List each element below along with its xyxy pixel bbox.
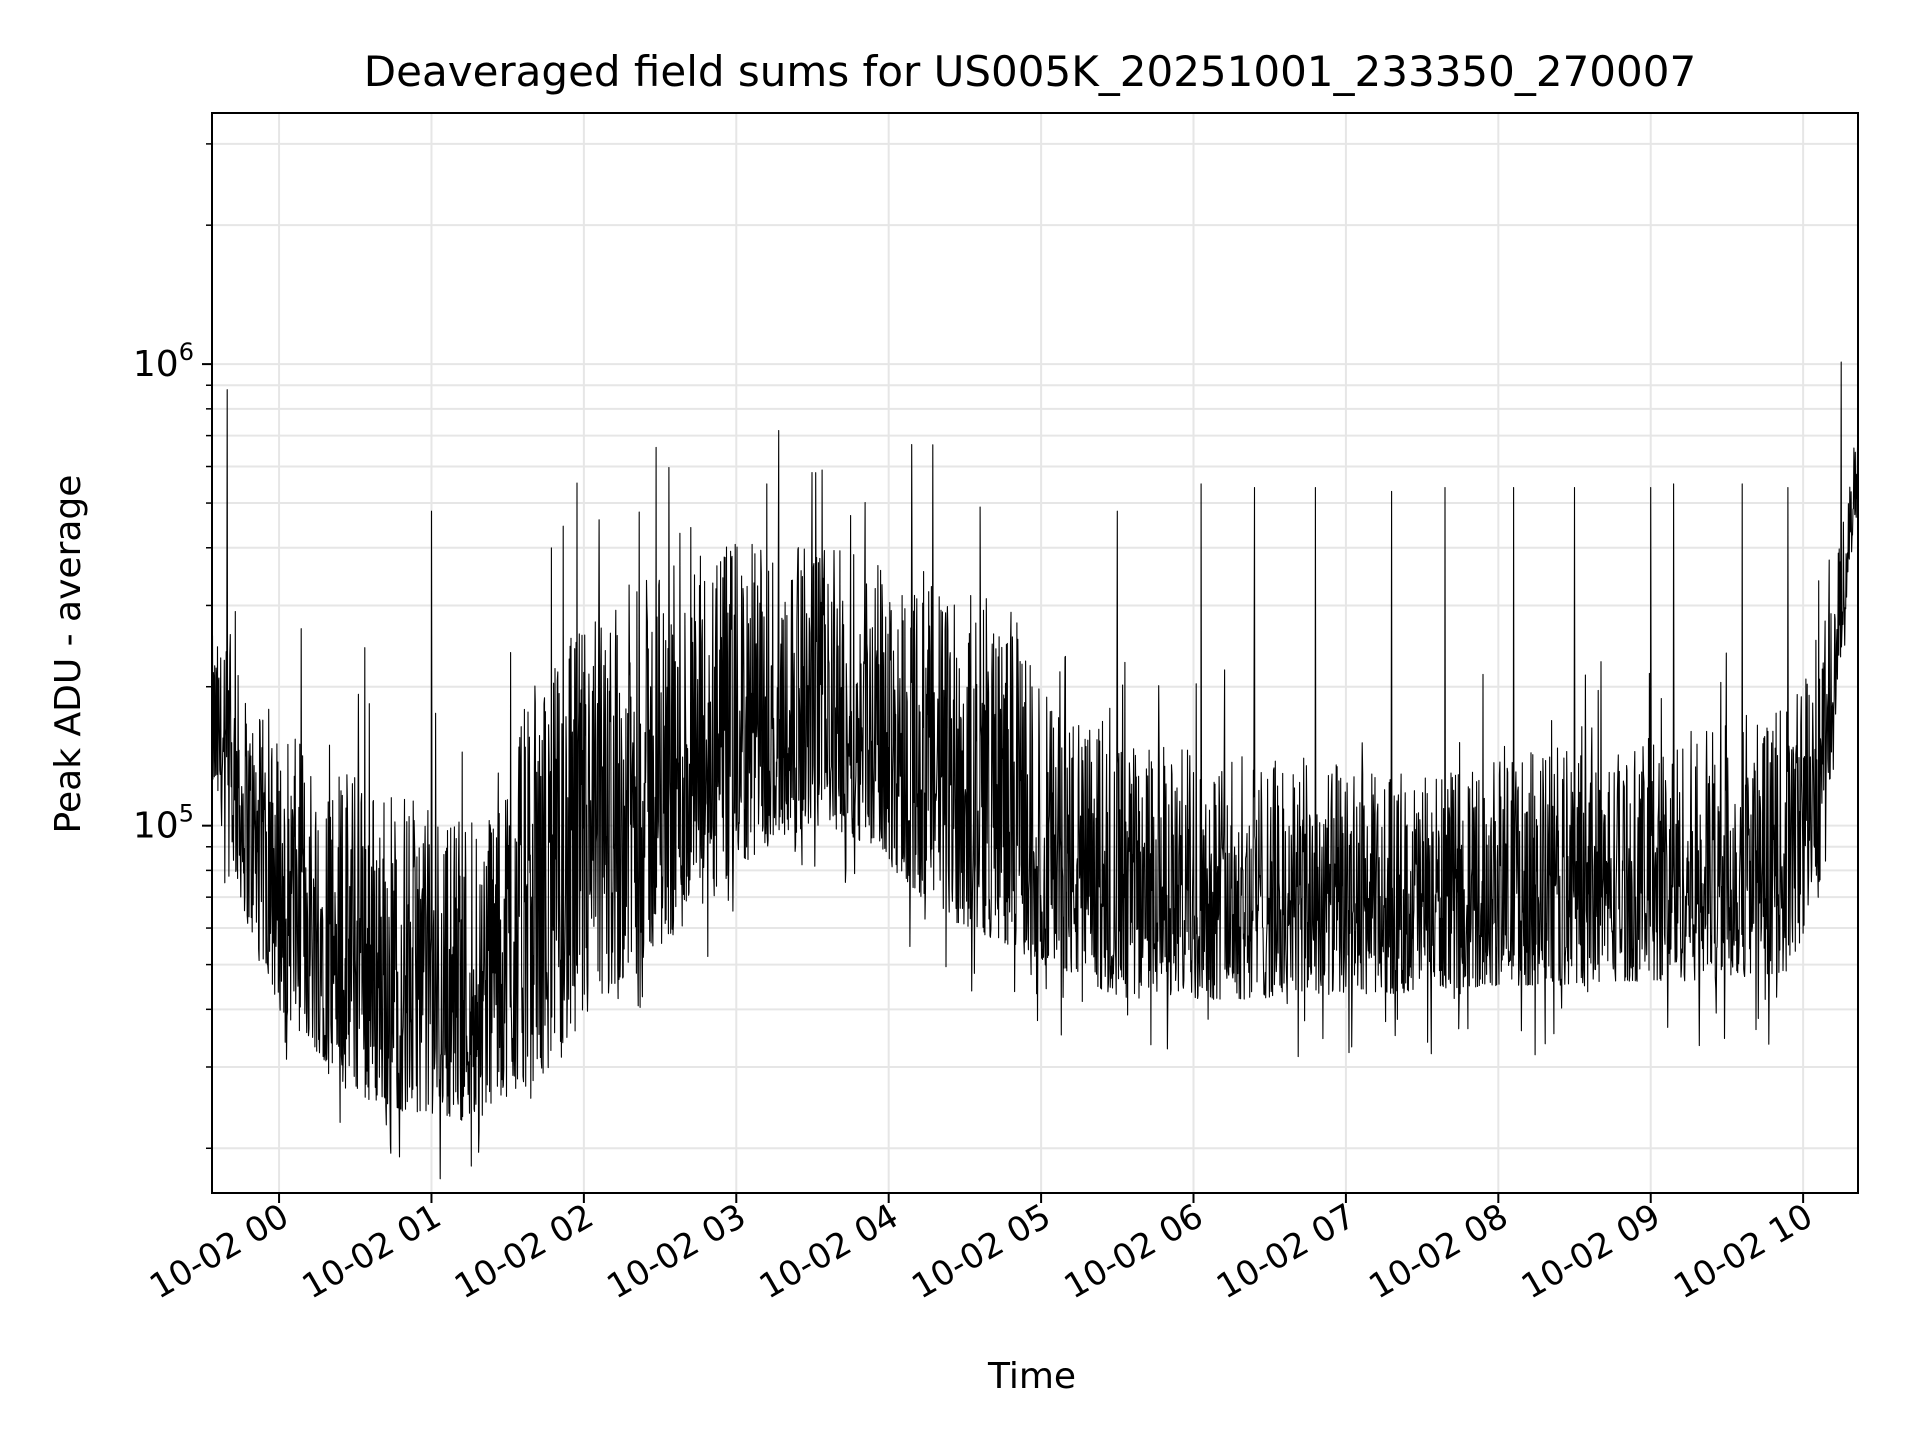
y-axis-label: Peak ADU - average	[48, 475, 89, 834]
x-axis-label: Time	[987, 1356, 1076, 1397]
chart-title: Deaveraged field sums for US005K_2025100…	[364, 47, 1696, 96]
y-tick-label: 106	[133, 338, 194, 385]
data-layer	[212, 361, 1858, 1180]
series-line-field-sums	[212, 361, 1858, 1180]
plot-frame	[211, 112, 1859, 1194]
y-tick-label: 105	[133, 800, 194, 847]
